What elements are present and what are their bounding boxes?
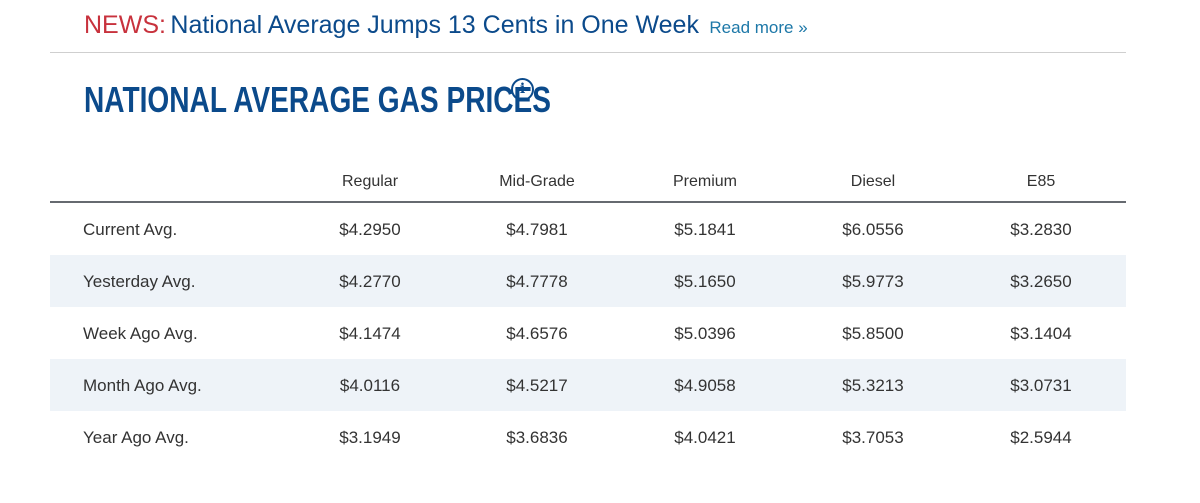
price-cell: $4.2950 xyxy=(339,220,401,239)
page-title: NATIONAL AVERAGE GAS PRICES xyxy=(84,79,552,120)
news-headline-link[interactable]: National Average Jumps 13 Cents in One W… xyxy=(170,11,699,39)
price-cell: $5.1650 xyxy=(674,272,736,291)
table-row: Yesterday Avg. $4.2770 $4.7778 $5.1650 $… xyxy=(50,255,1126,307)
table-row: Month Ago Avg. $4.0116 $4.5217 $4.9058 $… xyxy=(50,359,1126,411)
row-label: Month Ago Avg. xyxy=(83,376,202,395)
price-cell: $4.0116 xyxy=(339,376,401,395)
price-cell: $4.1474 xyxy=(339,324,401,343)
price-cell: $4.7778 xyxy=(506,272,568,291)
table-row: Year Ago Avg. $3.1949 $3.6836 $4.0421 $3… xyxy=(50,411,1126,463)
row-label: Yesterday Avg. xyxy=(83,272,196,291)
price-cell: $4.9058 xyxy=(674,376,736,395)
column-header-e85: E85 xyxy=(1026,173,1056,190)
price-cell: $4.0421 xyxy=(674,428,736,447)
column-header-premium: Premium xyxy=(672,173,737,190)
price-cell: $3.2650 xyxy=(1010,272,1072,291)
table-row: Current Avg. $4.2950 $4.7981 $5.1841 $6.… xyxy=(50,203,1126,255)
row-label: Week Ago Avg. xyxy=(83,324,198,343)
table-header: Regular Mid-Grade Premium Diesel E85 xyxy=(50,158,1126,203)
row-label: Current Avg. xyxy=(83,220,178,239)
price-cell: $5.9773 xyxy=(842,272,904,291)
price-cell: $3.2830 xyxy=(1010,220,1072,239)
row-label: Year Ago Avg. xyxy=(83,428,189,447)
price-cell: $3.1404 xyxy=(1010,324,1072,343)
column-header-diesel: Diesel xyxy=(850,173,896,190)
news-bar: NEWS: National Average Jumps 13 Cents in… xyxy=(84,10,808,44)
price-table: Regular Mid-Grade Premium Diesel E85 Cur… xyxy=(50,158,1126,463)
price-cell: $5.0396 xyxy=(674,324,736,343)
price-cell: $3.0731 xyxy=(1010,376,1072,395)
read-more-link[interactable]: Read more » xyxy=(709,18,808,37)
price-cell: $4.7981 xyxy=(506,220,568,239)
column-header-regular: Regular xyxy=(341,173,399,190)
column-header-mid-grade: Mid-Grade xyxy=(499,173,575,190)
news-prefix: NEWS: xyxy=(84,11,166,39)
price-cell: $3.1949 xyxy=(339,428,401,447)
price-cell: $3.7053 xyxy=(842,428,904,447)
info-circle-icon[interactable]: i xyxy=(511,78,534,101)
price-cell: $3.6836 xyxy=(506,428,568,447)
price-cell: $6.0556 xyxy=(842,220,904,239)
price-cell: $2.5944 xyxy=(1010,428,1072,447)
price-cell: $4.2770 xyxy=(339,272,401,291)
price-cell: $5.3213 xyxy=(842,376,904,395)
divider xyxy=(50,52,1126,53)
table-row: Week Ago Avg. $4.1474 $4.6576 $5.0396 $5… xyxy=(50,307,1126,359)
price-cell: $5.1841 xyxy=(674,220,736,239)
price-cell: $4.5217 xyxy=(506,376,568,395)
price-cell: $5.8500 xyxy=(842,324,904,343)
price-cell: $4.6576 xyxy=(506,324,568,343)
